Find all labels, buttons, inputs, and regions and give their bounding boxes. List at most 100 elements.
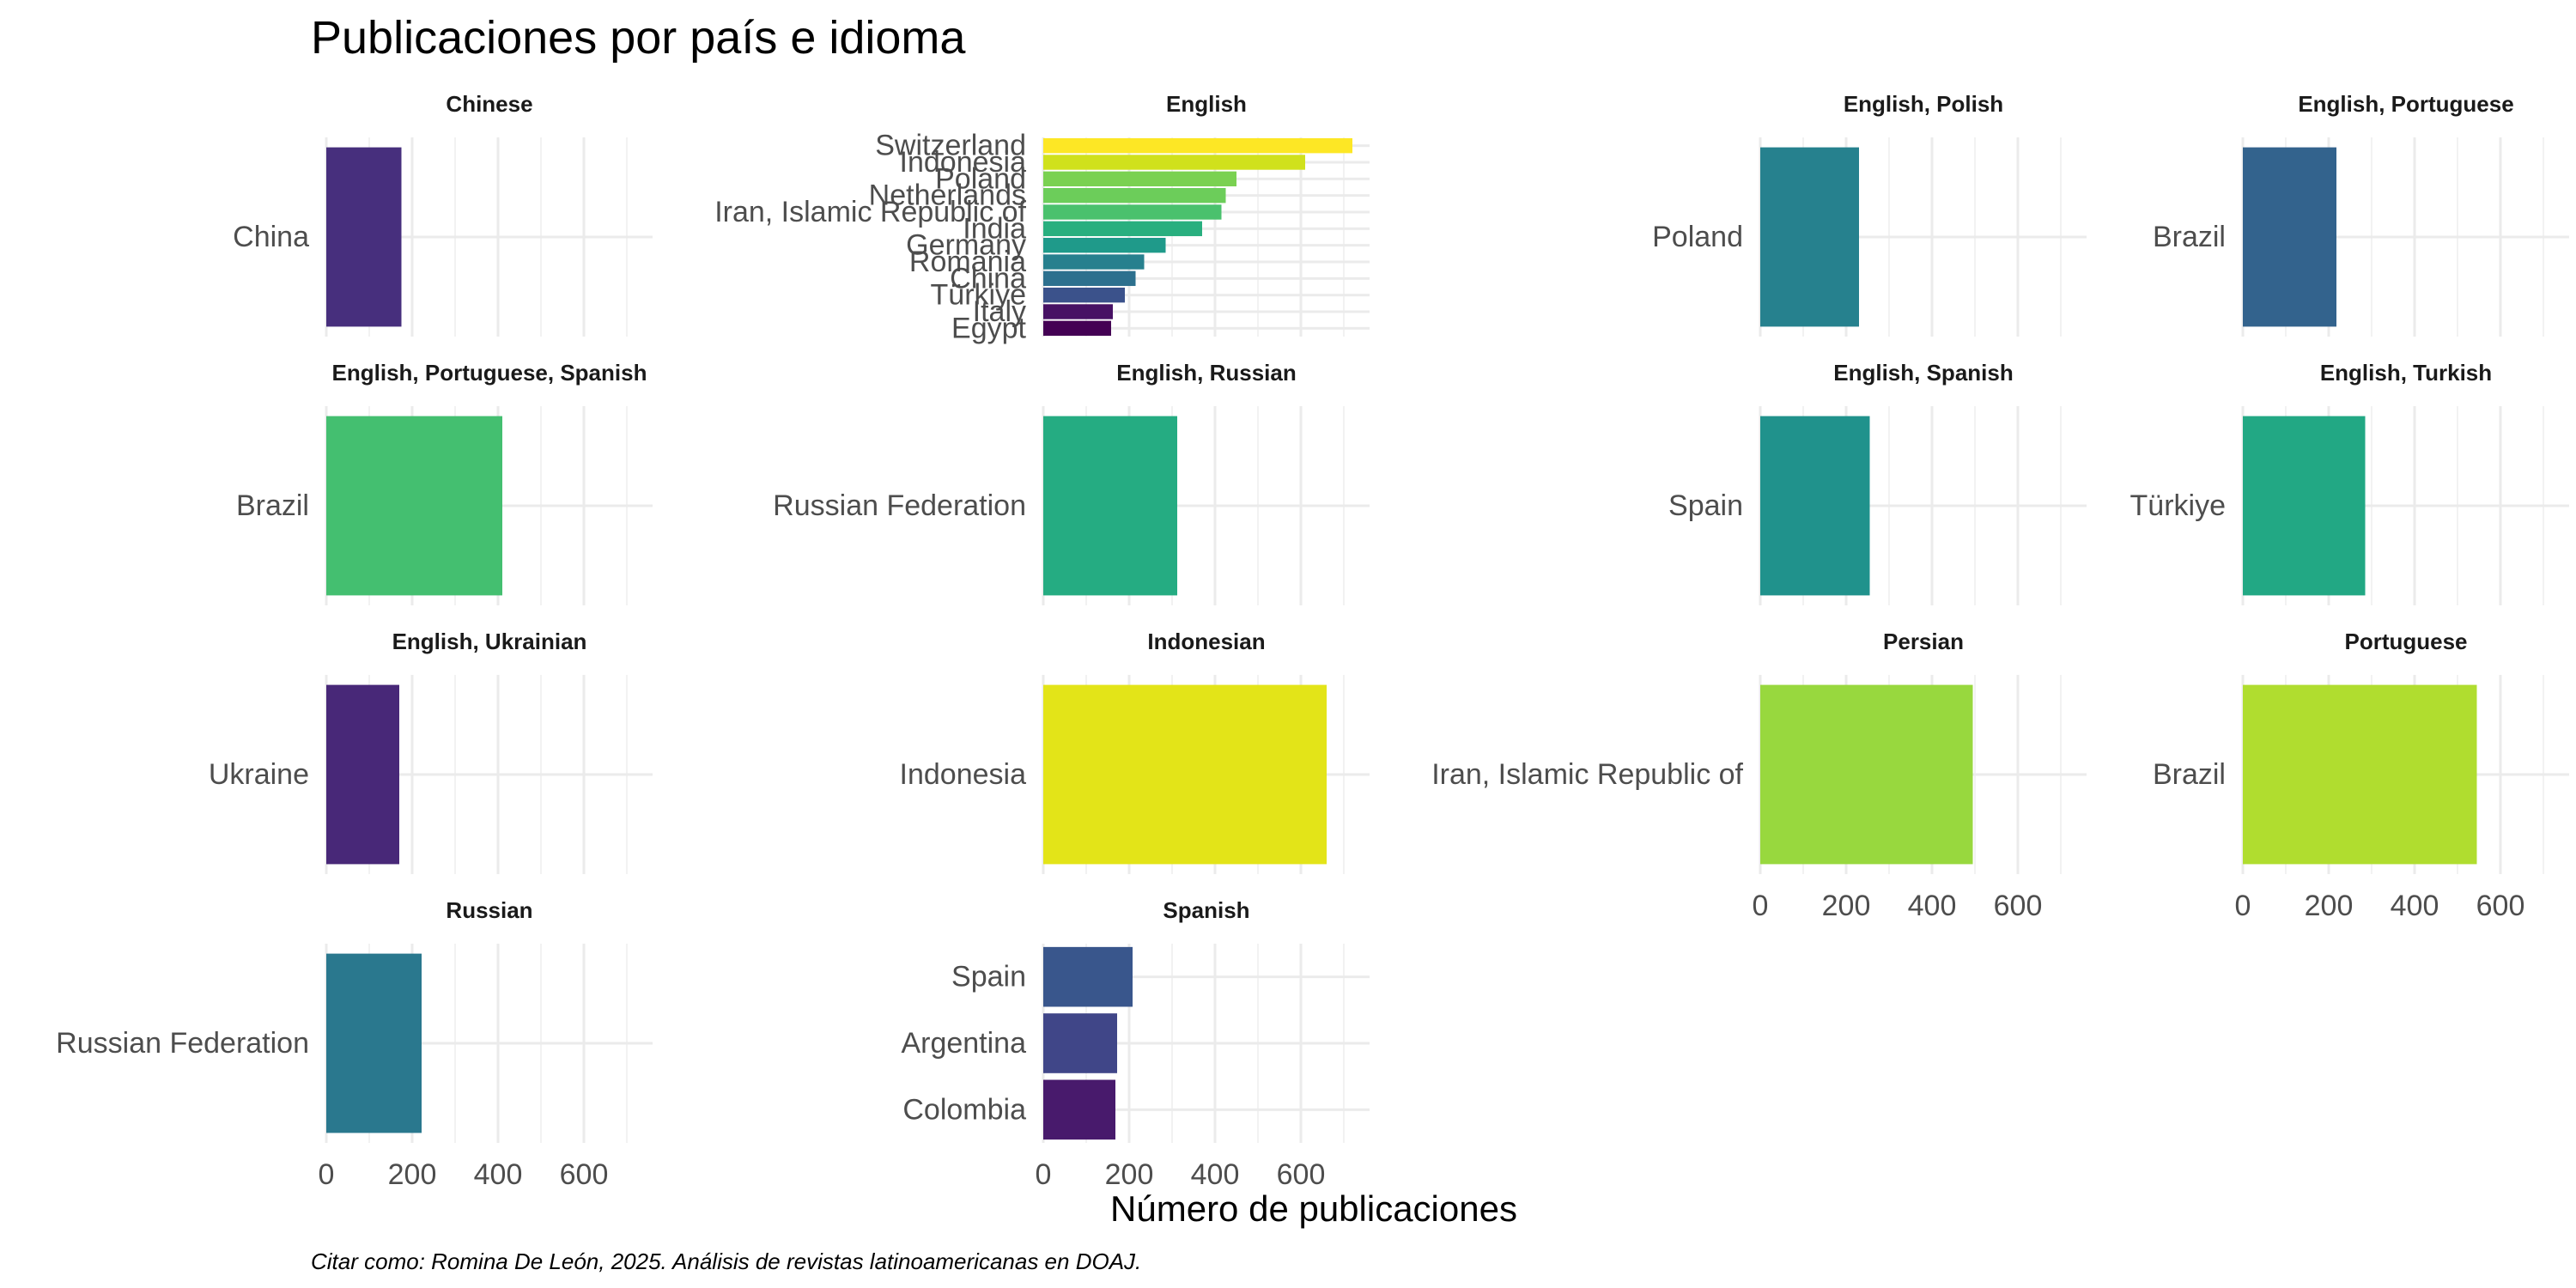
x-tick-label: 0 [1036,1158,1052,1191]
bar-china [1043,270,1136,287]
x-tick-label: 400 [1191,1158,1240,1191]
facet-strip-label: Portuguese [2344,629,2467,654]
category-label: Russian Federation [773,489,1026,522]
facet-strip-label: English, Spanish [1833,360,2013,386]
bar-turkiye [1043,287,1125,303]
category-label: Poland [935,162,1026,195]
facet-chinese: Chinese China [233,91,653,337]
bar-egypt [1043,320,1111,337]
facet-strip-label: English, Portuguese [2298,91,2513,117]
bar-poland [1043,171,1236,187]
category-label: Brazil [2153,221,2226,253]
category-label: India [963,212,1026,245]
bar-china [326,147,402,327]
category-label: Russian Federation [56,1027,309,1060]
x-tick-label: 600 [2476,890,2525,922]
chart-caption: Citar como: Romina De León, 2025. Anális… [311,1249,1141,1274]
category-label: Iran, Islamic Republic of [1431,758,1743,791]
category-label: Türkiye [931,279,1026,312]
chart-title: Publicaciones por país e idioma [311,12,966,64]
x-tick-label: 600 [560,1158,609,1191]
facet-strip-label: Spanish [1163,897,1249,923]
facet-persian: Persian Iran, Islamic Republic of 0 200 400 6… [1431,629,2087,922]
facet-spanish: Spanish Spain Argentina Colombia 0 200 400 600 [901,897,1370,1191]
category-label: Switzerland [875,130,1026,162]
facet-strip-label: English, Polish [1844,91,2003,117]
facet-strip-label: English, Ukrainian [392,629,587,654]
bar-netherlands [1043,187,1226,204]
bar-poland [1760,147,1859,327]
category-label: Ukraine [209,758,309,791]
bar-colombia [1043,1079,1115,1140]
bar-turkiye [2243,416,2366,596]
facet-english-portuguese: English, Portuguese Brazil [2153,91,2569,337]
facet-panels: ChineseChinaEnglishSwitzerlandIndonesiaP… [56,91,2569,1191]
facet-indonesian: Indonesian Indonesia [900,629,1370,874]
category-label: Iran, Islamic Republic of [714,196,1026,228]
facet-english-polish: English, Polish Poland [1652,91,2087,337]
bar-indonesia [1043,155,1305,170]
category-label: Argentina [901,1027,1026,1060]
x-tick-label: 600 [1277,1158,1326,1191]
bar-switzerland [1043,137,1352,154]
category-label: Netherlands [869,179,1026,212]
category-label: Egypt [951,312,1026,344]
facet-english-turkish: English, Turkish Türkiye [2130,360,2569,605]
category-label: Spain [951,961,1026,993]
bar-brazil [326,416,502,596]
x-tick-label: 0 [319,1158,335,1191]
x-tick-label: 200 [388,1158,437,1191]
bar-brazil [2243,684,2477,865]
bar-russian-federation [326,953,422,1133]
bar-ukraine [326,684,399,865]
facet-russian: Russian Russian Federation 0 200 400 600 [56,897,653,1191]
facet-english-ukrainian: English, Ukrainian Ukraine [209,629,653,874]
category-label: Spain [1668,489,1743,522]
facet-strip-label: Russian [446,897,532,923]
category-label: Colombia [902,1093,1026,1126]
x-tick-label: 0 [1753,890,1769,922]
x-tick-label: 200 [1822,890,1871,922]
category-label: Germany [906,229,1026,262]
bar-russian-federation [1043,416,1177,596]
bar-brazil [2243,147,2336,327]
x-tick-label: 200 [2305,890,2354,922]
bar-spain [1760,416,1870,596]
bar-italy [1043,304,1113,319]
facet-english-russian: English, Russian Russian Federation [773,360,1370,605]
category-label: Indonesia [900,146,1027,179]
x-tick-label: 400 [2391,890,2439,922]
facet-strip-label: English, Turkish [2320,360,2492,386]
bar-romania [1043,254,1145,270]
category-label: Indonesia [900,758,1027,791]
category-label: Türkiye [2130,489,2226,522]
bar-iran-islamic-republic-of [1760,684,1973,865]
category-label: Poland [1652,221,1743,253]
facet-english: English SwitzerlandIndonesiaPolandNetherl… [714,91,1370,344]
facet-strip-label: English, Russian [1116,360,1297,386]
category-label: China [233,221,309,253]
category-label: Romania [909,246,1026,278]
bar-spain [1043,946,1133,1007]
x-tick-label: 400 [1908,890,1957,922]
facet-strip-label: English, Portuguese, Spanish [332,360,647,386]
bar-germany [1043,237,1166,253]
category-label: China [950,262,1026,295]
bar-iran-islamic-republic-of [1043,204,1222,220]
category-label: Brazil [236,489,309,522]
facet-strip-label: Persian [1883,629,1964,654]
facet-portuguese: Portuguese Brazil 0 200 400 600 [2153,629,2569,922]
x-axis-label: Número de publicaciones [1110,1188,1517,1229]
x-tick-label: 200 [1105,1158,1154,1191]
x-tick-label: 400 [474,1158,523,1191]
facet-strip-label: Indonesian [1147,629,1265,654]
category-label: Italy [973,295,1026,328]
facet-english-portuguese-spanish: English, Portuguese, Spanish Brazil [236,360,653,605]
x-tick-label: 600 [1994,890,2043,922]
bar-india [1043,221,1202,237]
bar-indonesia [1043,684,1327,865]
x-tick-label: 0 [2235,890,2251,922]
facet-strip-label: Chinese [446,91,532,117]
facet-english-spanish: English, Spanish Spain [1668,360,2087,605]
